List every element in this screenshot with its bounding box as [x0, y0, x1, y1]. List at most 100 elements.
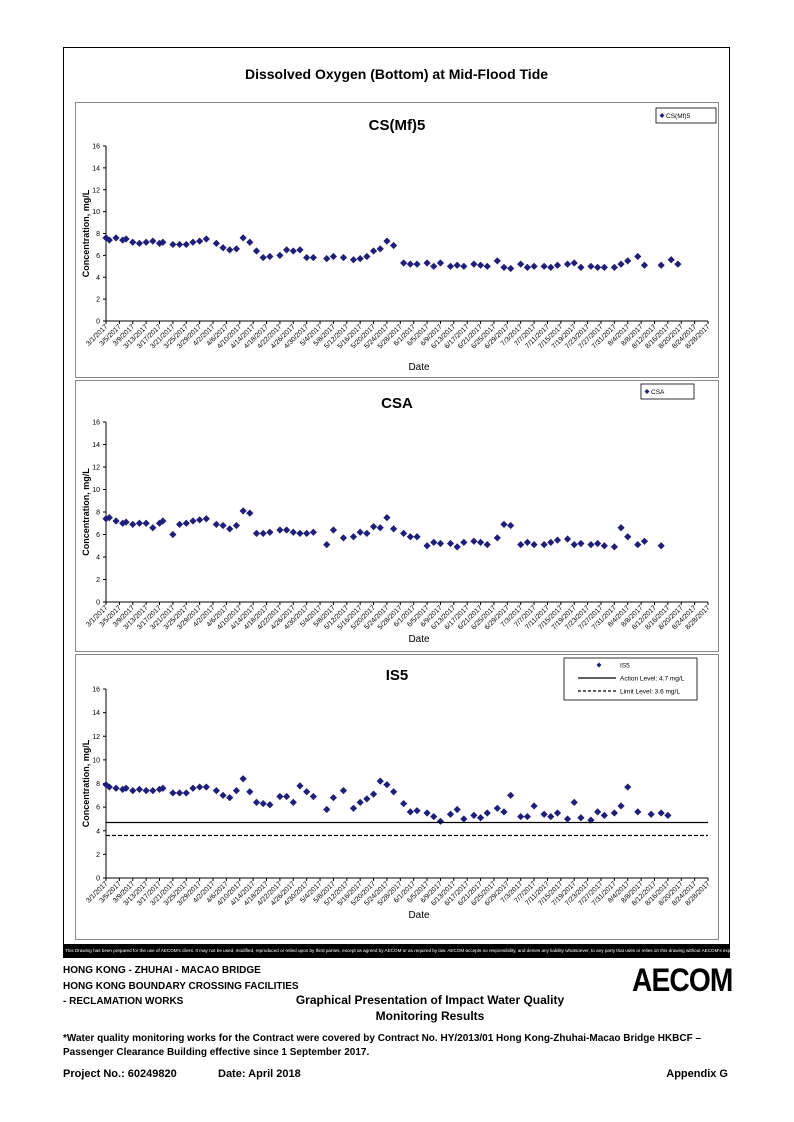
data-point	[476, 538, 485, 546]
chart-title: CS(Mf)5	[369, 117, 426, 134]
data-point	[369, 247, 378, 255]
project-line-1: HONG KONG - ZHUHAI - MACAO BRIDGE	[63, 965, 261, 976]
data-point	[369, 523, 378, 531]
data-point	[376, 524, 384, 532]
data-point	[390, 241, 398, 250]
data-point	[289, 528, 297, 536]
x-axis-label: Date	[408, 910, 430, 921]
y-tick-label: 12	[92, 465, 100, 472]
data-point	[232, 245, 241, 253]
data-point	[553, 536, 562, 544]
data-point	[674, 260, 682, 268]
data-point	[356, 255, 364, 263]
data-point	[600, 263, 608, 272]
chart-title: CSA	[381, 395, 413, 412]
data-point	[460, 538, 468, 546]
data-point	[296, 529, 304, 537]
data-point	[175, 520, 184, 528]
disclaimer-bar: This Drawing has been prepared for the u…	[63, 944, 730, 958]
data-point	[142, 786, 150, 795]
data-point	[600, 542, 608, 550]
data-point	[226, 525, 234, 533]
y-tick-label: 2	[96, 852, 100, 859]
data-point	[460, 262, 468, 270]
data-point	[129, 238, 137, 246]
data-point	[523, 263, 531, 272]
data-point	[356, 528, 364, 536]
x-axis-label: Date	[408, 362, 430, 373]
data-point	[142, 519, 150, 527]
legend-label: CSA	[651, 389, 665, 396]
data-point	[530, 262, 538, 270]
data-point	[493, 534, 501, 542]
chart-csmf5: CS(Mf)502468101214163/1/20173/5/20173/9/…	[75, 102, 719, 378]
data-point	[430, 262, 438, 270]
data-point	[587, 541, 595, 549]
data-point	[329, 526, 338, 534]
data-point	[413, 260, 421, 268]
data-point	[182, 519, 190, 527]
y-tick-label: 16	[92, 420, 100, 427]
legend-box	[640, 383, 695, 400]
data-point	[587, 262, 595, 270]
data-point	[423, 809, 431, 817]
legend-marker	[596, 662, 602, 668]
data-point	[476, 261, 485, 269]
data-point	[105, 783, 113, 791]
aecom-logo: AECOM	[632, 962, 733, 998]
data-point	[634, 541, 642, 549]
data-point	[657, 542, 665, 550]
data-point	[570, 541, 578, 549]
data-point	[323, 541, 331, 549]
data-point	[436, 539, 445, 548]
data-point	[436, 259, 445, 267]
data-point	[339, 253, 348, 262]
data-point	[376, 245, 384, 253]
data-point	[196, 237, 204, 245]
y-tick-label: 10	[92, 487, 100, 494]
data-point	[159, 517, 167, 525]
data-point	[212, 239, 220, 247]
report-date: Date: April 2018	[218, 1068, 301, 1080]
y-tick-label: 0	[96, 600, 100, 607]
data-point	[129, 786, 137, 795]
y-tick-label: 6	[96, 532, 100, 539]
data-point	[189, 238, 197, 246]
data-point	[617, 260, 625, 268]
data-point	[219, 521, 227, 530]
y-tick-label: 4	[96, 555, 100, 562]
data-point	[239, 507, 247, 515]
y-tick-label: 8	[96, 510, 100, 517]
chart-panel	[75, 102, 719, 378]
data-point	[553, 261, 562, 269]
y-tick-label: 8	[96, 781, 100, 788]
data-point	[219, 791, 227, 799]
y-tick-label: 4	[96, 275, 100, 282]
project-line-3: - RECLAMATION WORKS	[63, 996, 184, 1007]
data-point	[446, 539, 455, 548]
data-point	[135, 519, 144, 527]
data-point	[540, 810, 548, 818]
data-point	[413, 533, 421, 541]
y-tick-label: 12	[92, 187, 100, 194]
data-point	[547, 538, 555, 546]
data-point	[453, 543, 461, 551]
data-point	[577, 263, 585, 272]
data-point	[129, 520, 137, 528]
legend-label: CS(Mf)5	[666, 113, 691, 120]
data-point	[189, 517, 197, 525]
data-point	[667, 256, 675, 264]
data-point	[470, 537, 478, 545]
y-axis-label: Concentration, mg/L	[81, 189, 91, 277]
data-point	[640, 537, 649, 545]
contract-note: *Water quality monitoring works for the …	[63, 1033, 702, 1058]
data-point	[610, 543, 618, 551]
data-point	[390, 525, 398, 533]
data-point	[349, 256, 358, 264]
y-tick-label: 16	[92, 687, 100, 694]
data-point	[460, 815, 468, 823]
data-point	[553, 809, 562, 817]
data-point	[430, 538, 438, 546]
data-point	[266, 528, 274, 536]
data-point	[594, 539, 602, 548]
